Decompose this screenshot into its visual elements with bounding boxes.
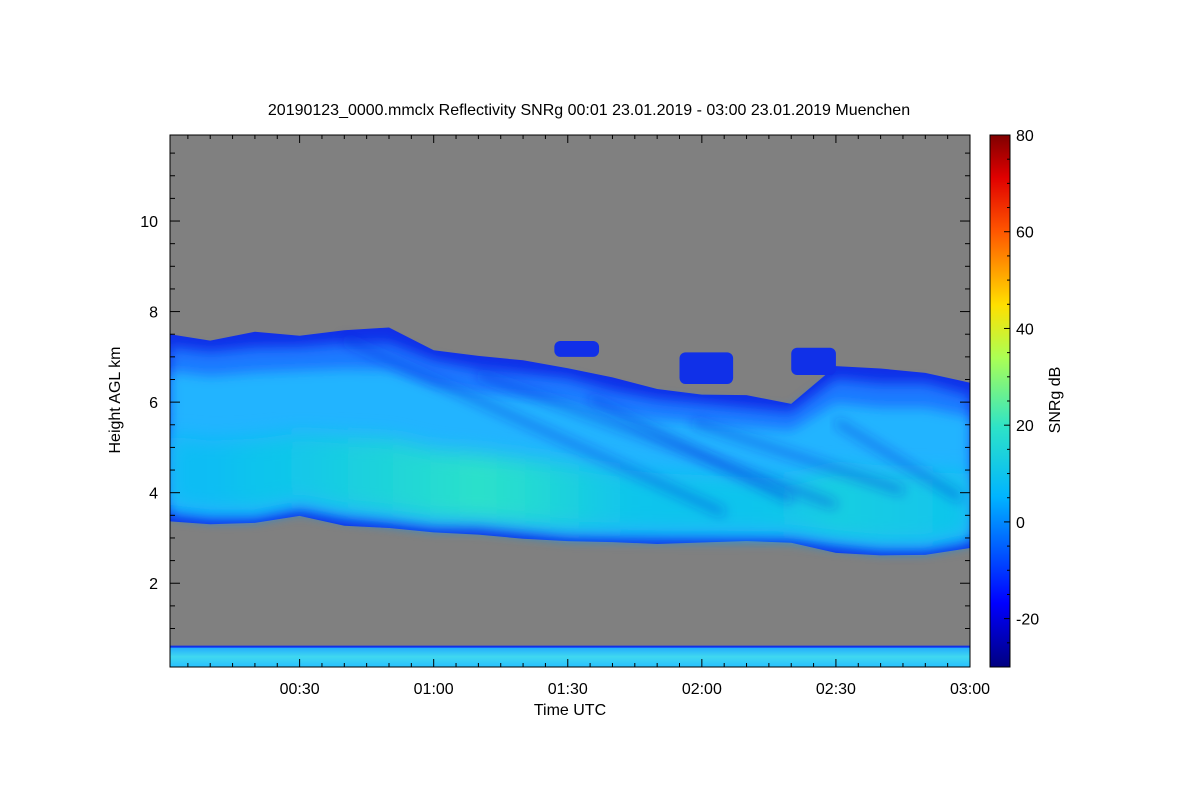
x-tick-label: 02:00 bbox=[682, 681, 722, 698]
fall-streak bbox=[834, 419, 963, 502]
fall-streak bbox=[588, 395, 793, 504]
colorbar-tick-label: 0 bbox=[1016, 515, 1025, 532]
y-tick-label: 4 bbox=[149, 486, 158, 503]
x-tick-label: 03:00 bbox=[950, 681, 990, 698]
y-axis-label: Height AGL km bbox=[107, 346, 124, 453]
elevated-echo bbox=[554, 341, 600, 357]
fall-streak bbox=[477, 371, 837, 508]
y-tick-label: 2 bbox=[149, 576, 158, 593]
y-tick-label: 10 bbox=[140, 214, 158, 231]
y-axis: 2 4 6 8 10 bbox=[140, 152, 970, 630]
x-tick-label: 00:30 bbox=[280, 681, 320, 698]
echo-layer bbox=[170, 327, 970, 667]
x-axis-label: Time UTC bbox=[534, 702, 606, 719]
chart-title: 20190123_0000.mmclx Reflectivity SNRg 00… bbox=[268, 102, 910, 119]
colorbar-tick-label: 60 bbox=[1016, 225, 1034, 242]
colorbar-tick-label: 40 bbox=[1016, 321, 1034, 338]
colorbar-tick-label: 80 bbox=[1016, 128, 1034, 145]
x-axis: 00:30 01:00 01:30 02:00 02:30 03:00 bbox=[187, 135, 990, 698]
colorbar-tick-label: 20 bbox=[1016, 418, 1034, 435]
elevated-echo bbox=[679, 352, 734, 385]
surface-echo-layer bbox=[170, 646, 970, 667]
colorbar-label: SNRg dB bbox=[1047, 367, 1064, 434]
y-tick-label: 6 bbox=[149, 395, 158, 412]
fall-streak bbox=[691, 419, 904, 494]
cloud-layer-core bbox=[170, 433, 970, 542]
x-tick-label: 02:30 bbox=[816, 681, 856, 698]
colorbar-tick-label: -20 bbox=[1016, 612, 1039, 629]
fall-streak bbox=[343, 336, 726, 516]
x-tick-label: 01:00 bbox=[414, 681, 454, 698]
elevated-echo bbox=[791, 347, 836, 375]
plot-frame bbox=[169, 134, 971, 668]
colorbar-axis: -20 0 20 40 60 80 bbox=[1004, 128, 1039, 644]
x-tick-label: 01:30 bbox=[548, 681, 588, 698]
y-tick-label: 8 bbox=[149, 305, 158, 322]
